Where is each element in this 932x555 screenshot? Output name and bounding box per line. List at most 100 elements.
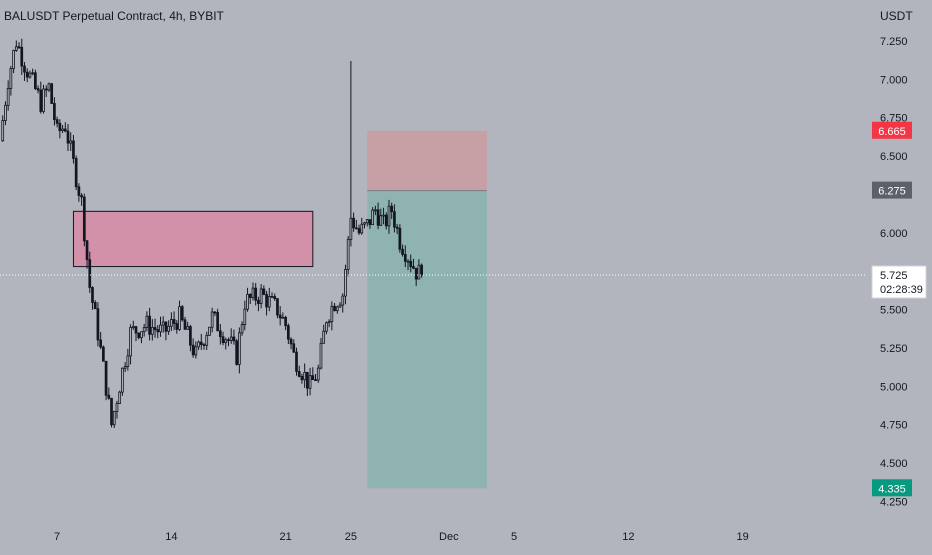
candle-body — [300, 376, 304, 381]
candle-body — [409, 260, 413, 267]
candle-body — [322, 330, 326, 344]
x-tick-label: 7 — [54, 531, 60, 543]
candle-body — [259, 288, 263, 304]
candle-body — [292, 343, 296, 353]
candle-body — [107, 394, 111, 399]
candle-body — [319, 342, 323, 369]
candle-body — [393, 211, 396, 228]
candle-body — [338, 304, 342, 308]
candle-body — [403, 253, 407, 262]
candle-body — [374, 209, 377, 212]
supply-zone-box — [72, 210, 314, 268]
candle-body — [69, 140, 73, 144]
candle-body — [330, 305, 334, 323]
candle-body — [210, 311, 214, 328]
candle-body — [208, 326, 211, 336]
currency-label: USDT — [880, 9, 913, 23]
candle-body — [360, 223, 364, 234]
entry-price-tag-bg — [872, 181, 912, 199]
candle-body — [34, 72, 37, 89]
candle-body — [63, 128, 67, 132]
candle-body — [156, 329, 160, 333]
candle-body — [406, 260, 410, 263]
candle-body — [363, 222, 366, 225]
candle-body — [387, 205, 391, 227]
candle-body — [357, 228, 361, 234]
candle-body — [349, 217, 353, 240]
candle-body — [36, 88, 40, 91]
candle-body — [150, 327, 154, 335]
candle-body — [55, 119, 59, 124]
x-tick-label: 12 — [622, 531, 634, 543]
candle-body — [401, 248, 404, 255]
y-tick-label: 6.750 — [880, 113, 908, 125]
candle-body — [414, 267, 418, 280]
y-tick-label: 7.000 — [880, 74, 908, 86]
candle-body — [123, 366, 127, 369]
candle-body — [390, 205, 394, 213]
candle-body — [289, 338, 293, 345]
candle-body — [17, 46, 21, 49]
stop-price-tag-bg — [872, 121, 912, 139]
candle-body — [77, 186, 81, 196]
candle-body — [308, 375, 312, 389]
x-tick-label: 5 — [511, 531, 517, 543]
candle-body — [23, 65, 26, 73]
countdown-label: 02:28:39 — [880, 284, 923, 296]
candle-body — [6, 88, 10, 106]
candle-body — [311, 375, 315, 381]
y-tick-label: 5.000 — [880, 381, 908, 393]
y-tick-label: 5.500 — [880, 305, 908, 317]
candle-body — [183, 319, 187, 330]
candle-body — [137, 332, 141, 339]
candle-body — [398, 227, 402, 250]
candle-body — [167, 325, 170, 332]
candle-body — [9, 68, 13, 89]
y-tick-label: 7.250 — [880, 36, 908, 48]
candle-body — [202, 344, 206, 346]
candle-body — [327, 321, 331, 324]
candle-body — [341, 295, 345, 306]
candle-body — [170, 319, 173, 327]
candle-body — [129, 327, 132, 357]
candle-body — [365, 219, 369, 224]
candle-body — [42, 88, 45, 112]
candle-body — [346, 238, 350, 270]
candle-body — [297, 371, 301, 377]
candle-body — [161, 321, 165, 326]
candle-body — [306, 371, 309, 389]
last-price-tag-bg — [871, 265, 927, 299]
y-tick-label: 4.500 — [880, 458, 908, 470]
candle-body — [417, 264, 421, 280]
candle-body — [99, 339, 102, 348]
candle-body — [4, 104, 7, 121]
candle-body — [216, 312, 219, 332]
candle-body — [191, 344, 195, 356]
candle-body — [142, 327, 146, 333]
candle-body — [28, 72, 32, 78]
candle-body — [384, 214, 388, 227]
candle-body — [12, 50, 15, 69]
candle-body — [164, 321, 168, 332]
chart-title: BALUSDT Perpetual Contract, 4h, BYBIT — [4, 9, 224, 23]
candle-body — [273, 296, 277, 300]
candle-body — [96, 308, 100, 341]
candle-body — [72, 140, 75, 159]
candle-body — [276, 298, 279, 316]
candle-body — [382, 214, 385, 217]
candle-body — [344, 269, 347, 297]
candle-body — [20, 46, 24, 67]
candle-body — [251, 287, 255, 298]
x-tick-label: 19 — [736, 531, 748, 543]
candle-body — [110, 397, 113, 426]
candle-body — [257, 299, 260, 304]
candle-body — [412, 266, 415, 269]
candle-body — [118, 391, 122, 404]
candle-body — [58, 122, 62, 132]
candle-body — [121, 367, 124, 393]
candle-body — [240, 324, 244, 334]
candle-body — [278, 314, 282, 319]
candle-body — [131, 326, 135, 329]
